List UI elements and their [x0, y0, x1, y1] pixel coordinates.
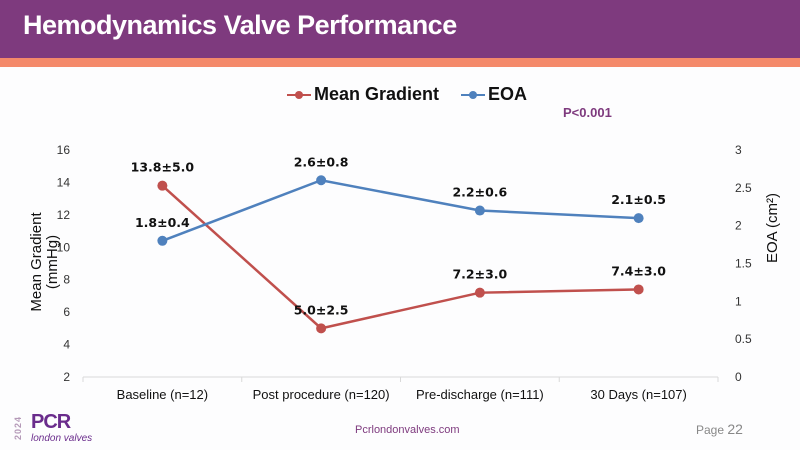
p-value-annotation: P<0.001	[563, 105, 612, 120]
data-point	[633, 284, 644, 295]
data-point	[633, 213, 644, 224]
accent-bar	[0, 58, 800, 67]
slide-title: Hemodynamics Valve Performance	[23, 10, 457, 40]
page-label: Page	[696, 423, 725, 437]
x-tick-label: Post procedure (n=120)	[253, 387, 390, 402]
y-left-tick-label: 16	[57, 143, 71, 157]
title-banner: Hemodynamics Valve Performance	[0, 0, 800, 58]
data-label: 13.8±5.0	[131, 160, 195, 175]
data-point	[316, 175, 327, 186]
y-left-tick-label: 10	[57, 240, 71, 254]
data-label: 2.6±0.8	[294, 154, 349, 169]
data-point	[157, 235, 168, 246]
data-label: 7.2±3.0	[452, 267, 507, 282]
y-left-tick-label: 12	[57, 208, 71, 222]
legend-label-mean-gradient: Mean Gradient	[314, 84, 440, 104]
y-left-axis-title: Mean Gradient(mmHg)	[28, 212, 61, 312]
y-right-tick-label: 2.5	[735, 181, 752, 195]
y-right-tick-label: 2	[735, 219, 742, 233]
page-number: Page 22	[696, 421, 743, 437]
y-left-tick-label: 2	[63, 370, 70, 384]
y-left-axis-title-line: Mean Gradient	[28, 212, 45, 312]
data-label: 2.2±0.6	[452, 185, 507, 200]
series-line-mean-gradient	[161, 184, 639, 330]
y-right-tick-label: 0.5	[735, 332, 752, 346]
data-label: 7.4±3.0	[611, 263, 666, 278]
x-tick-label: Pre-discharge (n=111)	[416, 387, 544, 402]
y-right-tick-label: 3	[735, 143, 742, 157]
logo-brand: PCR	[31, 411, 71, 433]
legend-swatch-mean-gradient	[287, 89, 311, 101]
legend-swatch-eoa	[461, 89, 486, 101]
y-right-tick-label: 1	[735, 294, 742, 308]
pcr-logo: 2024 PCR london valves	[13, 411, 115, 447]
series-line-eoa	[161, 178, 639, 242]
data-point	[157, 180, 168, 191]
data-point	[474, 287, 485, 298]
x-tick-label: 30 Days (n=107)	[590, 387, 686, 402]
data-label: 2.1±0.5	[611, 192, 666, 207]
logo-subtitle: london valves	[31, 433, 93, 444]
data-point	[316, 323, 327, 334]
data-point	[474, 205, 485, 216]
chart-legend: Mean Gradient EOA	[287, 84, 549, 105]
data-label: 1.8±0.4	[135, 215, 190, 230]
legend-label-eoa: EOA	[488, 84, 528, 104]
y-right-tick-label: 1.5	[735, 257, 752, 271]
page-number-value: 22	[727, 421, 743, 437]
y-left-tick-label: 4	[63, 338, 70, 352]
x-tick-label: Baseline (n=12)	[117, 387, 208, 402]
y-left-tick-label: 6	[63, 305, 70, 319]
data-label: 5.0±2.5	[294, 302, 349, 317]
y-left-tick-label: 14	[57, 175, 71, 189]
legend-item-eoa: EOA	[461, 84, 527, 105]
y-right-tick-label: 0	[735, 370, 742, 384]
logo-year: 2024	[13, 415, 24, 441]
legend-item-mean-gradient: Mean Gradient	[287, 84, 439, 105]
y-left-axis-title-line: (mmHg)	[44, 235, 61, 289]
footer-url: Pcrlondonvalves.com	[355, 424, 460, 436]
y-left-tick-label: 8	[63, 273, 70, 287]
y-right-axis-title: EOA (cm²)	[764, 193, 781, 263]
